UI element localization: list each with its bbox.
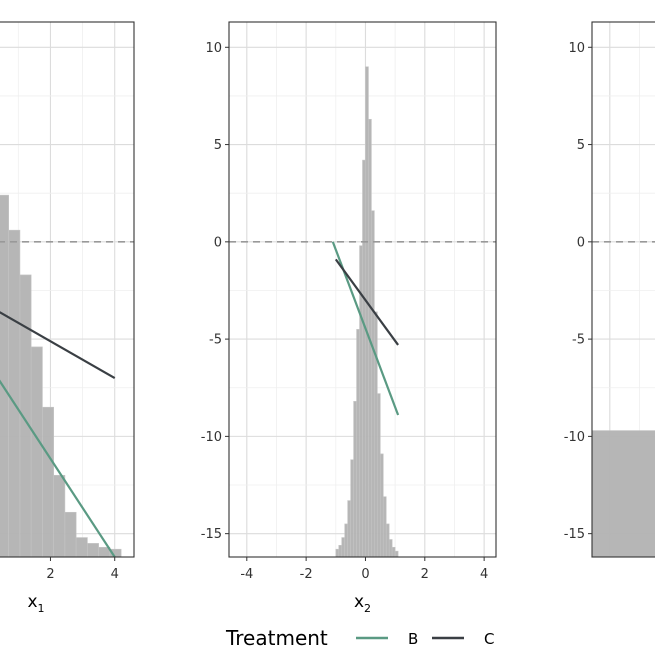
histogram-bar [109,548,122,557]
panel-left-plot-area [0,22,134,557]
panel-left: 024x1 [0,21,135,615]
histogram-bar [8,229,21,557]
panel-right: 10 5 0 -5 -10 -15 [564,21,655,558]
panel-right-plot-area [592,22,655,557]
panel-border [228,21,497,558]
histogram-bar [338,545,343,557]
histogram-bar [388,539,393,557]
histogram-bar [592,430,655,557]
y-tick-label: -5 [209,333,222,348]
histogram-bar [394,550,399,557]
histogram-bar [382,496,387,557]
y-tick-label: 0 [577,235,585,250]
series-line-b [0,379,116,557]
histogram-bar [353,401,357,557]
histogram-bar [87,543,99,557]
panel-border [0,21,135,558]
y-tick-label: -15 [564,527,585,542]
histogram-bar [379,453,384,557]
x-axis-title-main: x [354,592,364,612]
x-tick-label: 2 [46,567,54,582]
x-tick-label: -2 [300,567,313,582]
series-line-c [0,311,116,379]
y-tick-label: 5 [214,138,222,153]
histogram-bar [362,159,366,557]
y-tick-label: 10 [205,41,222,56]
histogram-bar [344,523,348,557]
histogram-bar [0,194,9,557]
x-tick-label: 0 [361,567,369,582]
histogram-bar [53,474,66,557]
x-axis-title: x2 [354,592,371,615]
histogram-bar [335,548,340,557]
legend-label-c: C [484,630,494,648]
y-tick-label: 10 [568,41,585,56]
x-axis-title: x1 [27,592,44,615]
histogram-bar [64,511,77,557]
histogram-bar [356,329,360,557]
y-tick-label: -5 [572,333,585,348]
histogram-bar [347,500,351,557]
histogram-bar [385,523,390,557]
histogram-bar [377,393,381,557]
y-tick-label: 5 [577,138,585,153]
panel-middle-plot-area [229,22,496,557]
x-axis-title-main: x [27,592,37,612]
y-tick-label: 0 [214,235,222,250]
histogram-bar [30,346,43,557]
histogram-bar [374,311,378,557]
x-tick-label: 4 [111,567,119,582]
x-tick-label: 4 [480,567,488,582]
series-line-c [334,258,399,346]
histogram-bar [371,210,375,557]
histogram-bar [365,66,369,557]
histogram-bar [341,537,346,557]
x-axis-title-subscript: 1 [38,602,45,615]
legend: Treatment B C [225,626,494,650]
y-tick-label: -10 [564,430,585,445]
histogram-bar [75,537,88,557]
y-tick-label: -15 [201,527,222,542]
x-tick-label: 2 [421,567,429,582]
y-tick-label: -10 [201,430,222,445]
x-tick-label: -4 [240,567,253,582]
legend-label-b: B [408,630,418,648]
histogram-bar [391,546,396,557]
panel-border [591,21,655,558]
legend-title: Treatment [225,626,328,650]
x-axis-title-subscript: 2 [364,602,371,615]
histogram-bar [42,406,54,557]
histogram-bar [350,459,354,557]
